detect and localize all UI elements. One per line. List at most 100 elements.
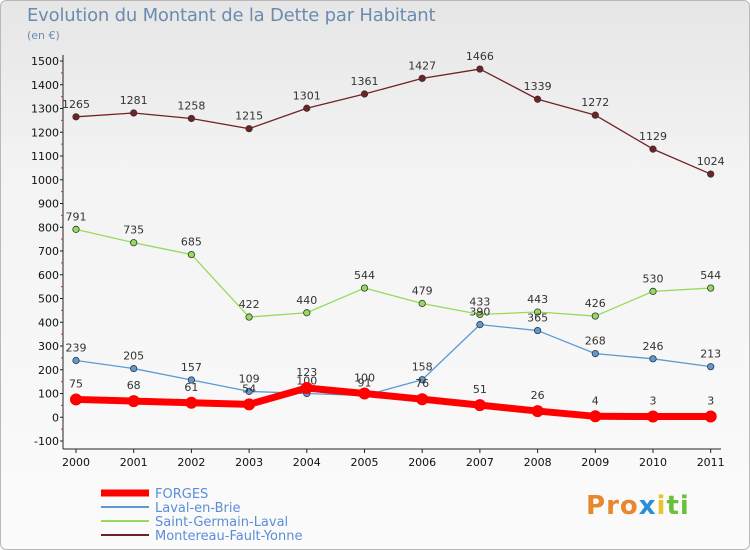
- data-label-laval-en-brie: 246: [643, 340, 664, 353]
- data-point-montereau-fault-yonne: [476, 65, 484, 73]
- data-label-montereau-fault-yonne: 1301: [293, 89, 321, 102]
- y-tick-label: 1400: [31, 79, 59, 92]
- y-tick-label: -100: [34, 435, 59, 448]
- data-label-montereau-fault-yonne: 1466: [466, 50, 494, 63]
- data-point-saint-germain-laval: [72, 225, 80, 233]
- data-point-laval-en-brie: [130, 364, 138, 373]
- data-point-montereau-fault-yonne: [245, 125, 253, 133]
- data-point-laval-en-brie: [707, 363, 715, 371]
- data-label-saint-germain-laval: 530: [643, 272, 664, 285]
- data-point-montereau-fault-yonne: [187, 114, 195, 123]
- data-point-forges: [243, 398, 256, 411]
- data-label-montereau-fault-yonne: 1258: [177, 99, 205, 112]
- data-point-forges: [70, 393, 82, 406]
- data-label-forges: 54: [242, 382, 256, 395]
- x-tick-label: 2000: [62, 456, 90, 469]
- data-point-laval-en-brie: [245, 387, 253, 395]
- data-label-laval-en-brie: 91: [358, 377, 372, 390]
- data-point-laval-en-brie: [649, 355, 657, 363]
- data-label-laval-en-brie: 205: [123, 350, 144, 363]
- data-point-montereau-fault-yonne: [72, 113, 80, 121]
- data-point-laval-en-brie: [533, 326, 542, 335]
- data-label-forges: 3: [650, 395, 657, 408]
- data-point-forges: [300, 382, 313, 395]
- data-point-saint-germain-laval: [303, 309, 311, 317]
- data-point-forges: [589, 410, 602, 423]
- series-line-montereau-fault-yonne: [75, 68, 712, 175]
- data-label-montereau-fault-yonne: 1215: [235, 110, 263, 123]
- x-tick-label: 2005: [351, 456, 379, 469]
- y-tick-label: 1200: [31, 126, 59, 139]
- y-tick-label: 200: [38, 364, 59, 377]
- data-label-saint-germain-laval: 440: [296, 294, 317, 307]
- data-label-laval-en-brie: 239: [66, 341, 87, 354]
- data-label-saint-germain-laval: 791: [66, 210, 87, 223]
- data-label-saint-germain-laval: 426: [585, 297, 606, 310]
- legend-label-forges: FORGES: [155, 487, 208, 502]
- series-line-laval-en-brie: [75, 323, 712, 397]
- data-label-laval-en-brie: 109: [239, 372, 260, 385]
- x-tick-label: 2007: [466, 456, 494, 469]
- data-label-montereau-fault-yonne: 1265: [62, 98, 90, 111]
- data-point-saint-germain-laval: [360, 284, 369, 292]
- legend-label-montereau-fault-yonne: Montereau-Fault-Yonne: [155, 529, 302, 544]
- data-label-forges: 76: [415, 377, 429, 390]
- data-point-montereau-fault-yonne: [591, 111, 599, 119]
- x-tick-label: 2001: [120, 456, 148, 469]
- data-point-forges: [127, 395, 140, 408]
- data-label-montereau-fault-yonne: 1427: [408, 59, 436, 72]
- data-point-laval-en-brie: [476, 321, 484, 329]
- y-tick-label: 300: [38, 340, 59, 353]
- legend-label-laval-en-brie: Laval-en-Brie: [155, 501, 241, 516]
- chart-subtitle: (en €): [27, 29, 60, 42]
- data-point-montereau-fault-yonne: [130, 109, 138, 117]
- data-point-laval-en-brie: [591, 349, 599, 358]
- x-tick-label: 2011: [697, 456, 725, 469]
- data-label-forges: 100: [354, 372, 375, 385]
- y-tick-label: 0: [52, 411, 59, 424]
- data-label-montereau-fault-yonne: 1272: [581, 96, 609, 109]
- y-tick-label: 1100: [31, 150, 59, 163]
- data-label-forges: 123: [296, 366, 317, 379]
- x-tick-label: 2002: [177, 456, 205, 469]
- data-point-montereau-fault-yonne: [303, 104, 311, 112]
- data-label-montereau-fault-yonne: 1361: [351, 75, 379, 88]
- data-label-forges: 75: [69, 377, 83, 390]
- data-point-saint-germain-laval: [418, 299, 426, 308]
- data-point-saint-germain-laval: [476, 310, 484, 319]
- y-tick-label: 400: [38, 316, 59, 329]
- data-label-laval-en-brie: 157: [181, 361, 202, 374]
- y-tick-label: 100: [38, 388, 59, 401]
- data-point-saint-germain-laval: [130, 239, 138, 247]
- data-point-forges: [416, 393, 429, 406]
- data-point-forges: [185, 396, 198, 409]
- data-point-montereau-fault-yonne: [418, 74, 426, 82]
- y-tick-label: 1300: [31, 103, 59, 116]
- data-label-saint-germain-laval: 443: [527, 293, 548, 306]
- data-label-saint-germain-laval: 479: [412, 284, 433, 297]
- data-point-saint-germain-laval: [591, 312, 599, 320]
- data-label-forges: 4: [592, 394, 599, 407]
- x-tick-label: 2009: [581, 456, 609, 469]
- x-tick-label: 2004: [293, 456, 321, 469]
- x-tick-label: 2003: [235, 456, 263, 469]
- data-point-saint-germain-laval: [707, 284, 715, 292]
- data-label-montereau-fault-yonne: 1281: [120, 94, 148, 107]
- data-label-laval-en-brie: 268: [585, 335, 606, 348]
- data-label-forges: 61: [184, 381, 198, 394]
- data-label-saint-germain-laval: 544: [354, 269, 375, 282]
- data-label-montereau-fault-yonne: 1129: [639, 130, 667, 143]
- data-label-saint-germain-laval: 685: [181, 236, 202, 249]
- data-point-saint-germain-laval: [649, 287, 657, 295]
- series-line-saint-germain-laval: [75, 228, 712, 318]
- data-label-montereau-fault-yonne: 1339: [524, 80, 552, 93]
- x-tick-label: 2008: [524, 456, 552, 469]
- data-point-forges: [647, 410, 659, 423]
- x-tick-label: 2006: [408, 456, 436, 469]
- data-label-forges: 68: [127, 379, 141, 392]
- data-point-saint-germain-laval: [533, 308, 542, 316]
- data-point-saint-germain-laval: [245, 313, 253, 321]
- data-label-montereau-fault-yonne: 1024: [697, 155, 725, 168]
